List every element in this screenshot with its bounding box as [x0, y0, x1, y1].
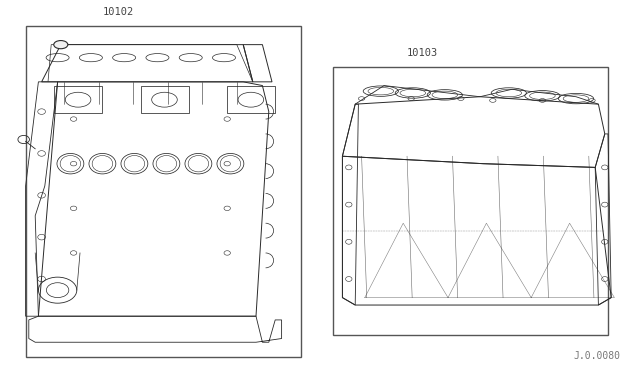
Bar	[54, 86, 102, 113]
Text: 10102: 10102	[103, 7, 134, 17]
Bar	[26, 26, 301, 357]
Bar	[141, 86, 189, 113]
Ellipse shape	[54, 41, 68, 49]
Bar	[227, 86, 275, 113]
Bar	[333, 67, 608, 335]
Text: J.0.0080: J.0.0080	[574, 351, 621, 361]
Text: 10103: 10103	[407, 48, 438, 58]
